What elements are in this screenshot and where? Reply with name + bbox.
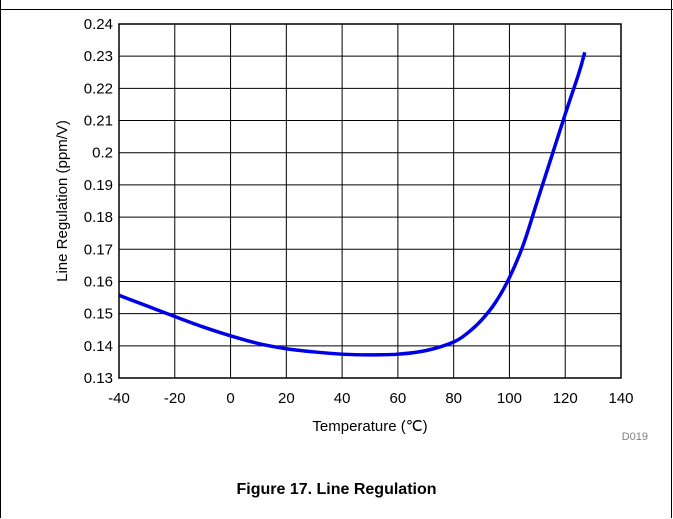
y-tick-label: 0.2	[92, 145, 113, 162]
y-tick-label: 0.23	[84, 48, 113, 65]
x-tick-label: 80	[445, 390, 462, 407]
top-border	[0, 9, 673, 10]
y-tick-label: 0.22	[84, 80, 113, 97]
y-tick-label: 0.15	[84, 306, 113, 323]
x-tick-labels: -40 -20 0 20 40 60 80 100 120 140	[108, 390, 633, 407]
y-tick-label: 0.24	[84, 16, 113, 33]
series-layer	[118, 51, 587, 357]
y-tick-label: 0.16	[84, 273, 113, 290]
x-tick-label: 20	[278, 390, 295, 407]
document-code: D019	[622, 431, 648, 443]
y-tick-labels: 0.13 0.14 0.15 0.16 0.17 0.18 0.19 0.2 0.21 0.22 0…	[84, 16, 113, 387]
y-tick-label: 0.14	[84, 338, 113, 355]
x-tick-label: -20	[164, 390, 186, 407]
series-line	[118, 51, 587, 357]
y-tick-label: 0.19	[84, 177, 113, 194]
x-tick-label: 0	[226, 390, 234, 407]
y-tick-label: 0.17	[84, 241, 113, 258]
y-axis-label: Line Regulation (ppm/V)	[54, 120, 71, 282]
y-tick-label: 0.13	[84, 370, 113, 387]
x-tick-label: 100	[497, 390, 522, 407]
x-tick-label: -40	[108, 390, 130, 407]
figure-caption: Figure 17. Line Regulation	[236, 481, 437, 498]
x-tick-label: 40	[334, 390, 351, 407]
x-axis-label: Temperature (℃)	[312, 418, 427, 435]
x-tick-label: 120	[553, 390, 578, 407]
plot-area-border	[118, 23, 622, 379]
y-tick-label: 0.18	[84, 209, 113, 226]
x-tick-label: 140	[608, 390, 633, 407]
x-tick-label: 60	[390, 390, 407, 407]
y-tick-label: 0.21	[84, 113, 113, 130]
